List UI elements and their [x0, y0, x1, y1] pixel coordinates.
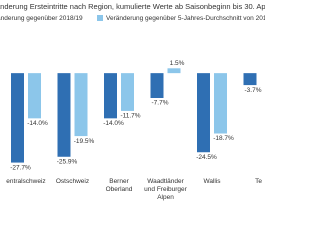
x-tick-label: Te [255, 178, 262, 185]
page: änderung Ersteintritte nach Region, kumu… [0, 0, 265, 201]
bar [197, 73, 210, 153]
value-label: -11.7% [120, 113, 140, 120]
bar [11, 73, 24, 163]
bar [57, 73, 71, 157]
bar [214, 73, 227, 134]
chart-title: änderung Ersteintritte nach Region, kumu… [0, 2, 265, 11]
value-label: 1.5% [170, 60, 185, 67]
bar [121, 73, 134, 111]
value-label: -24.5% [196, 154, 217, 161]
bar [104, 73, 117, 119]
value-label: -14.0% [27, 120, 48, 127]
x-tick-label: Waadtländer und Freiburger Alpen [144, 178, 187, 201]
x-tick-label: Wallis [203, 178, 221, 185]
chart: änderung Ersteintritte nach Region, kumu… [0, 2, 265, 171]
bar [74, 73, 88, 137]
legend-swatch [97, 15, 103, 21]
value-label: -25.9% [57, 158, 78, 165]
value-label: -27.7% [10, 164, 31, 171]
legend-label: änderung gegenüber 2018/19 [0, 15, 83, 22]
bar [167, 68, 181, 74]
value-label: -3.7% [245, 87, 262, 94]
bar [28, 73, 41, 119]
value-label: -14.0% [103, 120, 124, 127]
bar [150, 73, 164, 99]
x-tick-label: Berner Oberland [105, 178, 133, 193]
legend-label: Veränderung gegenüber 5-Jahres-Durchschn… [106, 15, 265, 22]
value-label: -7.7% [152, 100, 169, 107]
x-tick-label: Ostschweiz [55, 178, 90, 185]
bar [243, 73, 257, 86]
x-tick-label: entralschweiz [6, 178, 46, 185]
value-label: -19.5% [74, 138, 95, 145]
value-label: -18.7% [213, 135, 234, 142]
